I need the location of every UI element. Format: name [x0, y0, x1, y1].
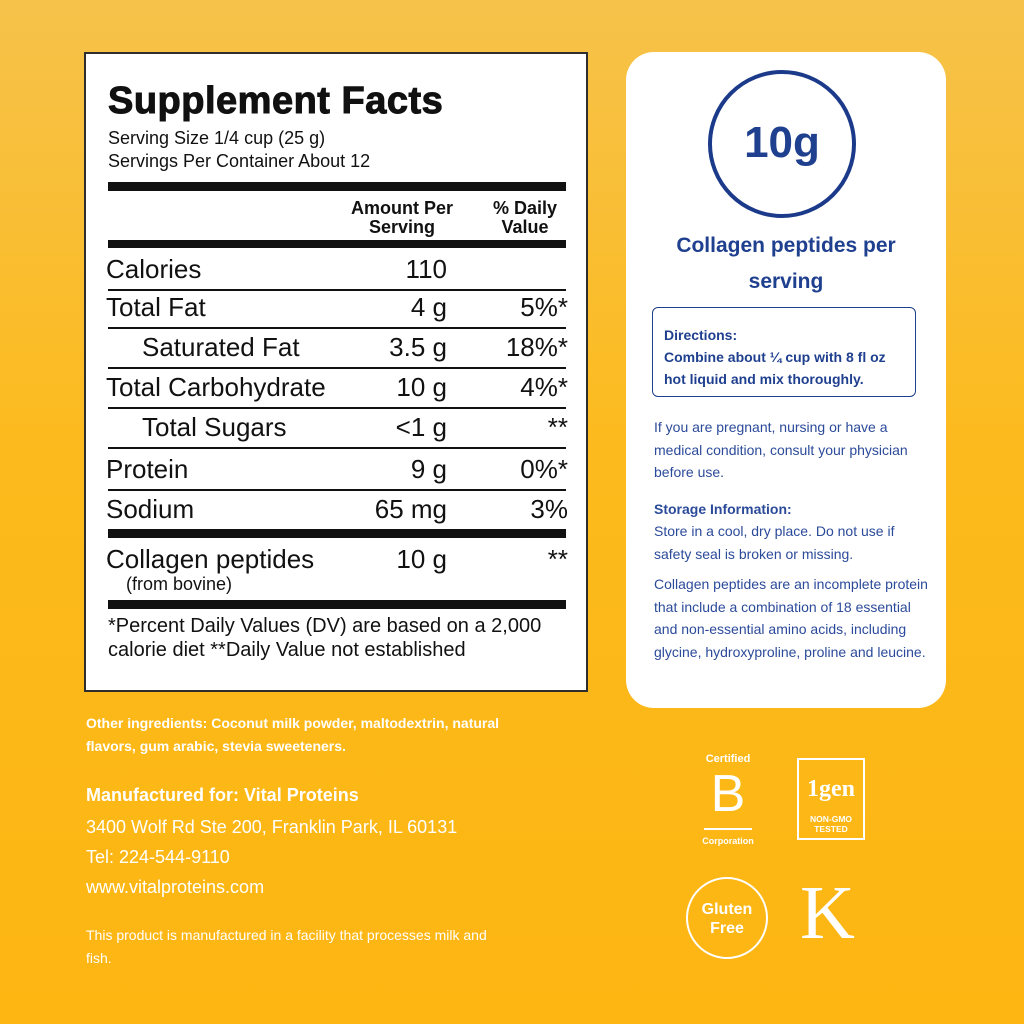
- manufacturer: Manufactured for: Vital Proteins: [86, 785, 359, 805]
- bcorp-top: Certified: [705, 753, 751, 765]
- nutrient-amount: 110: [405, 254, 447, 284]
- thin-rule: [108, 289, 566, 291]
- bcorp-letter: B: [710, 765, 746, 823]
- serving-size: Serving Size 1/4 cup (25 g): [108, 128, 326, 148]
- gluten-ring: [686, 877, 768, 959]
- warning-text: If you are pregnant, nursing or have a m…: [654, 419, 908, 480]
- nutrient-amount: 65 mg: [374, 494, 447, 524]
- nongmo-mark: 1gen: [807, 776, 855, 802]
- nutrient-name: Saturated Fat: [142, 332, 300, 362]
- ingredients: Other ingredients: Coconut milk powder, …: [86, 715, 500, 754]
- badge-ring: [708, 70, 856, 218]
- nutrient-amount: <1 g: [395, 412, 447, 442]
- nutrient-dv: 18%*: [505, 332, 568, 362]
- nutrient-dv: **: [547, 544, 568, 574]
- nutrient-dv: 4%*: [520, 372, 568, 402]
- facts-panel: Supplement Facts Serving Size 1/4 cup (2…: [84, 52, 588, 692]
- nutrient-name: Total Fat: [106, 292, 206, 322]
- facts-title: Supplement Facts: [107, 80, 444, 123]
- servings-per-container: Servings Per Container About 12: [108, 151, 371, 171]
- address: 3400 Wolf Rd Ste 200, Franklin Park, IL …: [86, 817, 458, 837]
- directions-text: Combine about ¼ cup with 8 fl oz hot liq…: [664, 349, 886, 387]
- bcorp-bottom: Corporation: [702, 836, 754, 846]
- thick-rule: [108, 600, 566, 609]
- gluten-label: Gluten Free: [701, 901, 753, 937]
- nongmo-frame: [797, 758, 865, 840]
- nutrient-name: Sodium: [106, 494, 195, 524]
- directions-box: [652, 307, 916, 397]
- storage-text: Store in a cool, dry place. Do not use i…: [654, 523, 895, 562]
- phone: Tel: 224-544-9110: [86, 847, 230, 867]
- nutrient-dv: 0%*: [520, 454, 568, 484]
- thick-rule: [108, 529, 566, 538]
- thin-rule: [108, 407, 566, 409]
- thin-rule: [108, 447, 566, 449]
- nutrient-amount: 9 g: [410, 454, 447, 484]
- website: www.vitalproteins.com: [86, 877, 265, 897]
- nutrient-name: Total Carbohydrate: [106, 372, 326, 402]
- nutrient-dv: 3%: [530, 494, 568, 524]
- nutrient-name: Calories: [106, 254, 202, 284]
- nutrient-name: Collagen peptides: [106, 544, 315, 574]
- dv-header: % Daily Value: [492, 198, 558, 237]
- nutrient-note: (from bovine): [126, 574, 233, 594]
- collagen-note: Collagen peptides are an incomplete prot…: [654, 576, 928, 660]
- nutrient-name: Total Sugars: [142, 412, 287, 442]
- nutrient-amount: 10 g: [396, 372, 447, 402]
- facility-note: This product is manufactured in a facili…: [86, 927, 487, 966]
- badge-value: 10g: [744, 118, 820, 167]
- nutrient-amount: 4 g: [410, 292, 447, 322]
- footnote: *Percent Daily Values (DV) are based on …: [108, 615, 542, 661]
- thin-rule: [108, 327, 566, 329]
- info-card: 10g Collagen peptides per serving Direct…: [626, 52, 946, 708]
- storage-title: Storage Information:: [654, 501, 792, 517]
- bcorp-rule: [704, 828, 752, 830]
- thick-rule: [108, 182, 566, 191]
- nongmo-label: NON-GMO TESTED: [809, 814, 853, 834]
- nutrient-amount: 3.5 g: [389, 332, 447, 362]
- nutrient-name: Protein: [106, 454, 189, 484]
- directions-title: Directions:: [664, 327, 738, 343]
- k-mark: K: [800, 871, 855, 955]
- thick-rule: [108, 240, 566, 248]
- badge-caption: Collagen peptides per serving: [676, 234, 896, 293]
- thin-rule: [108, 489, 566, 491]
- nutrient-dv: 5%*: [520, 292, 568, 322]
- thin-rule: [108, 367, 566, 369]
- nutrient-amount: 10 g: [396, 544, 447, 574]
- nutrient-dv: **: [547, 412, 568, 442]
- amount-header: Amount Per Serving: [350, 198, 453, 237]
